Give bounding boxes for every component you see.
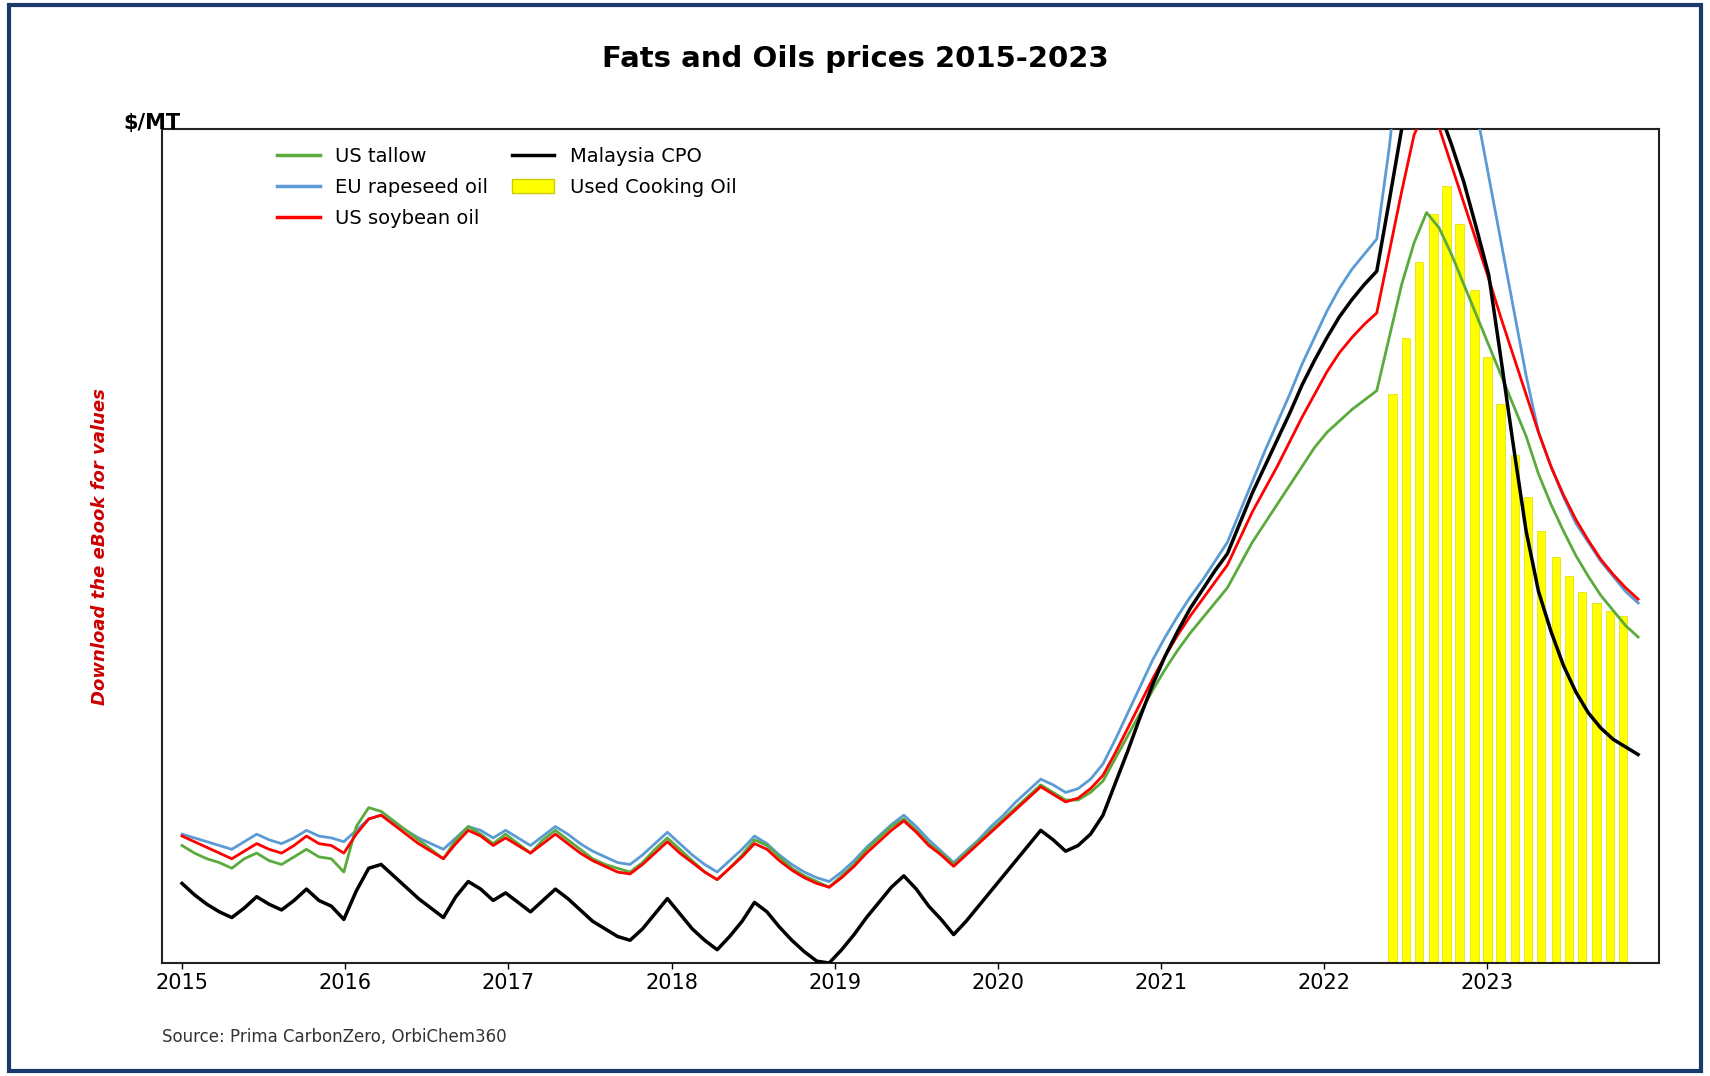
Bar (1592, 603, 1601, 963)
Bar (1442, 186, 1450, 963)
Bar (1606, 610, 1614, 963)
Text: Download the eBook for values: Download the eBook for values (91, 387, 109, 705)
Bar (1551, 557, 1560, 963)
Bar (1619, 617, 1626, 963)
Text: $/MT: $/MT (123, 113, 180, 133)
Bar (1578, 592, 1587, 963)
Bar (1471, 291, 1479, 963)
Bar (1430, 214, 1438, 963)
Bar (1414, 261, 1423, 963)
Bar (1565, 577, 1573, 963)
Text: Source: Prima CarbonZero, OrbiChem360: Source: Prima CarbonZero, OrbiChem360 (162, 1028, 508, 1046)
Bar (1455, 224, 1464, 963)
Bar (1389, 395, 1397, 963)
Bar (1496, 404, 1505, 963)
Text: Fats and Oils prices 2015-2023: Fats and Oils prices 2015-2023 (602, 45, 1108, 73)
Bar (1524, 497, 1532, 963)
Bar (1512, 455, 1520, 963)
Bar (1537, 530, 1546, 963)
Legend: US tallow, EU rapeseed oil, US soybean oil, Malaysia CPO, Used Cooking Oil: US tallow, EU rapeseed oil, US soybean o… (277, 147, 737, 227)
Bar (1402, 338, 1411, 963)
Bar (1483, 356, 1491, 963)
